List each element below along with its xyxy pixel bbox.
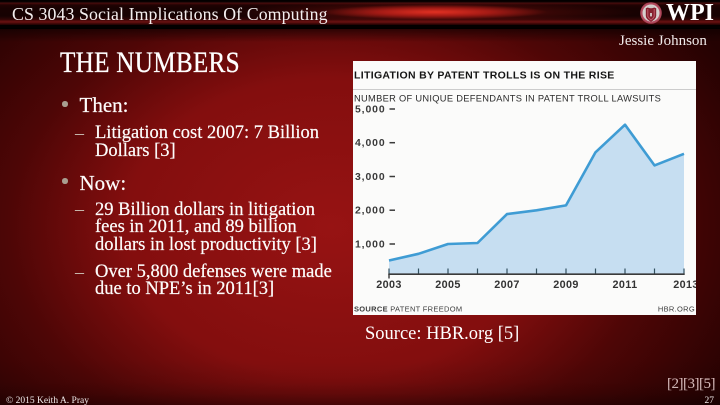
svg-text:1,000: 1,000: [355, 240, 386, 251]
svg-text:3,000: 3,000: [355, 172, 386, 183]
svg-text:2005: 2005: [435, 279, 461, 291]
svg-text:2003: 2003: [376, 279, 402, 291]
svg-text:4,000: 4,000: [355, 138, 386, 149]
svg-text:HBR.ORG: HBR.ORG: [658, 305, 695, 314]
svg-text:2013: 2013: [673, 279, 696, 291]
svg-text:2009: 2009: [553, 279, 579, 291]
svg-text:NUMBER OF UNIQUE DEFENDANTS IN: NUMBER OF UNIQUE DEFENDANTS IN PATENT TR…: [354, 94, 661, 104]
svg-text:2011: 2011: [612, 279, 637, 291]
svg-text:2007: 2007: [494, 279, 520, 291]
svg-text:5,000: 5,000: [355, 105, 386, 116]
svg-text:LITIGATION BY PATENT TROLLS IS: LITIGATION BY PATENT TROLLS IS ON THE RI…: [354, 70, 615, 82]
svg-text:2,000: 2,000: [355, 206, 386, 217]
svg-text:SOURCE PATENT FREEDOM: SOURCE PATENT FREEDOM: [354, 305, 462, 314]
